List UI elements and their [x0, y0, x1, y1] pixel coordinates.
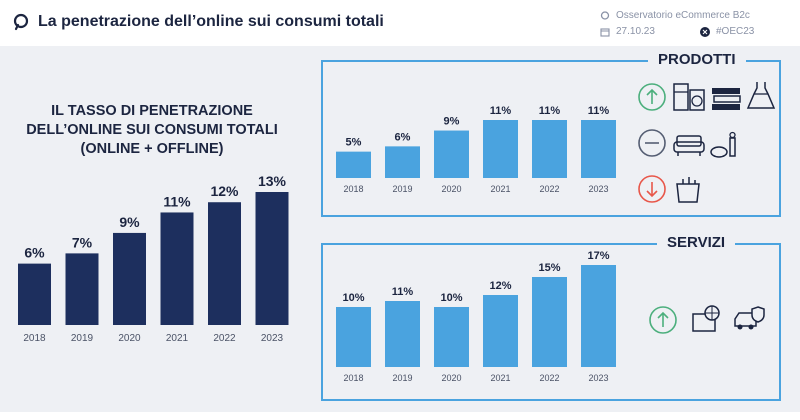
x-tick-2020: 2020: [441, 373, 461, 383]
data-label-2018: 6%: [24, 245, 45, 261]
bar-2019: [385, 301, 420, 367]
x-tick-2023: 2023: [588, 373, 608, 383]
travel-booking-icon: [692, 305, 720, 332]
data-label-2023: 11%: [588, 105, 610, 117]
data-label-2019: 6%: [395, 131, 411, 143]
bar-2023: [255, 192, 289, 325]
footer-strip: [0, 412, 800, 420]
x-tick-2021: 2021: [166, 333, 189, 344]
bar-2021: [483, 120, 518, 178]
source-label: Osservatorio eCommerce B2c: [616, 10, 750, 21]
bar-2020: [434, 307, 469, 367]
header-bar: La penetrazione dell’online sui consumi …: [0, 0, 800, 46]
x-tick-2019: 2019: [71, 333, 94, 344]
data-label-2018: 10%: [342, 292, 364, 304]
x-tick-2023: 2023: [588, 184, 608, 194]
x-tick-2018: 2018: [343, 184, 363, 194]
appliances-icon: [673, 83, 705, 111]
dress-icon: [746, 82, 776, 109]
x-tick-2019: 2019: [392, 373, 412, 383]
magnifier-logo-icon: [13, 13, 29, 31]
x-social-icon: [700, 27, 710, 37]
data-label-2019: 7%: [72, 234, 93, 250]
data-label-2019: 11%: [392, 286, 414, 298]
servizi-panel: [321, 243, 781, 401]
x-tick-2018: 2018: [23, 333, 46, 344]
arrow-down-icon: [638, 175, 666, 203]
x-tick-2021: 2021: [490, 373, 510, 383]
bar-2019: [385, 146, 420, 178]
data-label-2021: 12%: [489, 280, 511, 292]
data-label-2023: 13%: [258, 173, 287, 189]
prodotti-panel: [321, 60, 781, 217]
calendar-icon: [600, 28, 610, 37]
data-label-2023: 17%: [587, 250, 609, 262]
bar-2021: [160, 212, 194, 325]
prodotti-chart: 5% 2018 6% 2019 9% 2020 11% 2021 11% 2022 11% 2023: [336, 105, 616, 194]
bar-2018: [336, 307, 371, 367]
data-label-2021: 11%: [163, 193, 191, 209]
data-label-2018: 5%: [346, 137, 362, 149]
books-icon: [712, 88, 741, 110]
left-chart-title: IL TASSO DI PENETRAZIONE DELL’ONLINE SUI…: [26, 103, 278, 157]
servizi-arrow-up-icon: [649, 306, 677, 334]
sofa-icon: [673, 135, 705, 156]
data-label-2022: 12%: [210, 183, 239, 199]
data-label-2020: 9%: [119, 214, 140, 230]
x-tick-2020: 2020: [441, 184, 461, 194]
prodotti-title: PRODOTTI: [648, 51, 746, 68]
bar-2023: [581, 265, 616, 367]
data-label-2022: 11%: [539, 105, 561, 117]
x-tick-2022: 2022: [213, 333, 236, 344]
bar-2023: [581, 120, 616, 178]
data-label-2021: 11%: [490, 105, 512, 117]
date-label: 27.10.23: [616, 26, 655, 37]
bar-2022: [532, 277, 567, 367]
bar-2022: [208, 202, 241, 325]
bar-2022: [532, 120, 567, 178]
x-tick-2023: 2023: [261, 333, 284, 344]
data-label-2020: 9%: [444, 116, 460, 128]
servizi-title: SERVIZI: [657, 234, 736, 251]
x-tick-2021: 2021: [490, 184, 510, 194]
bar-2020: [113, 232, 146, 325]
x-tick-2018: 2018: [343, 373, 363, 383]
bar-2020: [434, 130, 469, 178]
cosmetics-icon: [710, 131, 736, 158]
page-title: La penetrazione dell’online sui consumi …: [38, 13, 384, 30]
bar-2019: [65, 253, 99, 325]
bar-2018: [336, 151, 371, 178]
grocery-bag-icon: [676, 177, 700, 203]
x-tick-2020: 2020: [118, 333, 141, 344]
total-penetration-chart: 6% 2018 7% 2019 9% 2020 11% 2021 12% 2022 13% 2023: [18, 173, 289, 344]
x-tick-2022: 2022: [539, 373, 559, 383]
data-label-2022: 15%: [538, 262, 560, 274]
hashtag-label: #OEC23: [716, 26, 755, 37]
x-tick-2019: 2019: [392, 184, 412, 194]
servizi-chart: 10% 2018 11% 2019 10% 2020 12% 2021 15% 2022 17% 20…: [336, 250, 616, 383]
x-tick-2022: 2022: [539, 184, 559, 194]
car-insurance-icon: [734, 306, 765, 330]
data-label-2020: 10%: [440, 292, 462, 304]
bar-2018: [18, 263, 51, 325]
minus-icon: [638, 129, 666, 157]
observatory-logo-icon: [600, 11, 610, 20]
bar-2021: [483, 295, 518, 367]
arrow-up-icon: [638, 83, 666, 111]
